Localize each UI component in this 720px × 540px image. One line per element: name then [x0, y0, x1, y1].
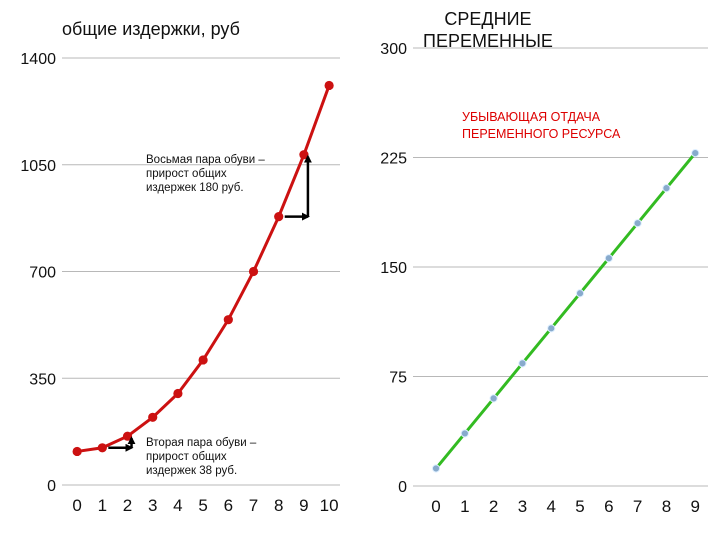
- data-point: [518, 359, 527, 368]
- data-point: [489, 394, 498, 403]
- data-point: [248, 266, 259, 277]
- data-point: [575, 289, 585, 298]
- annotation-line: издержек 180 руб.: [146, 182, 244, 194]
- data-point: [633, 219, 642, 228]
- series-line: [434, 152, 697, 470]
- x-tick-label: 1: [98, 496, 107, 515]
- eighth-pair-annotation: Восьмая пара обуви – прирост общих издерже…: [146, 154, 265, 194]
- x-tick-label: 2: [123, 496, 132, 515]
- data-point: [691, 149, 700, 158]
- y-tick-label: 300: [380, 41, 407, 58]
- y-tick-label: 1400: [20, 51, 56, 68]
- x-tick-label: 4: [547, 497, 556, 516]
- data-point: [72, 446, 82, 457]
- annotation-line: Вторая пара обуви –: [146, 437, 257, 449]
- increment-arrows: [108, 154, 312, 452]
- right-y-tick-labels: 0 75 150 225 300: [380, 41, 407, 496]
- y-tick-label: 0: [398, 479, 407, 496]
- right-chart-title: СРЕДНИЕ ПЕРЕМЕННЫЕ: [423, 9, 553, 51]
- x-tick-label: 9: [691, 497, 700, 516]
- annotation-line: прирост общих: [146, 451, 227, 463]
- diminishing-returns-annotation: УБЫВАЮЩАЯ ОТДАЧА ПЕРЕМЕННОГО РЕСУРСА: [462, 110, 621, 141]
- annotation-line: ПЕРЕМЕННОГО РЕСУРСА: [462, 127, 621, 141]
- y-tick-label: 0: [47, 478, 56, 495]
- left-annotations: Восьмая пара обуви – прирост общих издерже…: [146, 154, 265, 477]
- annotation-line: СРЕДНИЕ: [444, 9, 531, 29]
- left-gridlines: [62, 57, 340, 486]
- left-y-tick-labels: 0 350 700 1050 1400: [20, 51, 56, 495]
- x-tick-label: 6: [604, 497, 613, 516]
- x-tick-label: 8: [274, 496, 283, 515]
- x-tick-label: 0: [431, 497, 440, 516]
- data-point: [274, 212, 284, 222]
- data-point: [173, 388, 183, 399]
- x-tick-label: 5: [198, 496, 207, 515]
- data-point: [547, 324, 556, 333]
- x-tick-label: 3: [518, 497, 527, 516]
- data-point: [431, 464, 441, 473]
- data-point: [223, 315, 233, 325]
- data-point: [604, 254, 613, 263]
- y-tick-label: 150: [380, 260, 407, 277]
- x-tick-label: 6: [224, 496, 233, 515]
- annotation-line: издержек 38 руб.: [146, 465, 237, 477]
- data-point: [324, 80, 334, 91]
- data-point: [97, 443, 107, 453]
- y-tick-label: 700: [29, 265, 56, 282]
- left-chart-title: общие издержки, руб: [62, 19, 240, 39]
- data-point: [198, 355, 208, 365]
- right-annotations: УБЫВАЮЩАЯ ОТДАЧА ПЕРЕМЕННОГО РЕСУРСА: [462, 110, 621, 141]
- x-tick-label: 9: [299, 496, 308, 515]
- annotation-line: Восьмая пара обуви –: [146, 154, 265, 166]
- annotation-line: УБЫВАЮЩАЯ ОТДАЧА: [462, 110, 601, 124]
- x-tick-label: 10: [320, 496, 339, 515]
- annotation-line: прирост общих: [146, 168, 227, 180]
- annotation-line: ПЕРЕМЕННЫЕ: [423, 31, 553, 51]
- right-gridlines: [413, 47, 708, 487]
- y-tick-label: 1050: [20, 158, 56, 175]
- x-tick-label: 1: [460, 497, 469, 516]
- x-tick-label: 4: [173, 496, 182, 515]
- x-tick-label: 2: [489, 497, 498, 516]
- data-point: [148, 412, 158, 422]
- data-point: [662, 184, 671, 193]
- x-tick-label: 3: [148, 496, 157, 515]
- second-pair-annotation: Вторая пара обуви – прирост общих издержек…: [146, 437, 257, 477]
- eighth-pair-arrow: [284, 154, 312, 221]
- second-pair-arrow: [108, 436, 136, 452]
- x-tick-label: 7: [633, 497, 642, 516]
- x-tick-label: 0: [72, 496, 81, 515]
- x-tick-label: 8: [662, 497, 671, 516]
- x-tick-label: 7: [249, 496, 258, 515]
- data-point: [460, 429, 469, 438]
- left-series: [72, 80, 334, 457]
- left-x-tick-labels: 0 1 2 3 4 5 6 7 8 9 10: [72, 496, 338, 515]
- y-tick-label: 225: [380, 151, 407, 168]
- right-series: [431, 149, 700, 473]
- y-tick-label: 75: [389, 370, 407, 387]
- x-tick-label: 5: [575, 497, 584, 516]
- series-line: [76, 84, 331, 453]
- right-title-text: СРЕДНИЕ ПЕРЕМЕННЫЕ: [423, 9, 553, 51]
- y-tick-label: 350: [29, 371, 56, 388]
